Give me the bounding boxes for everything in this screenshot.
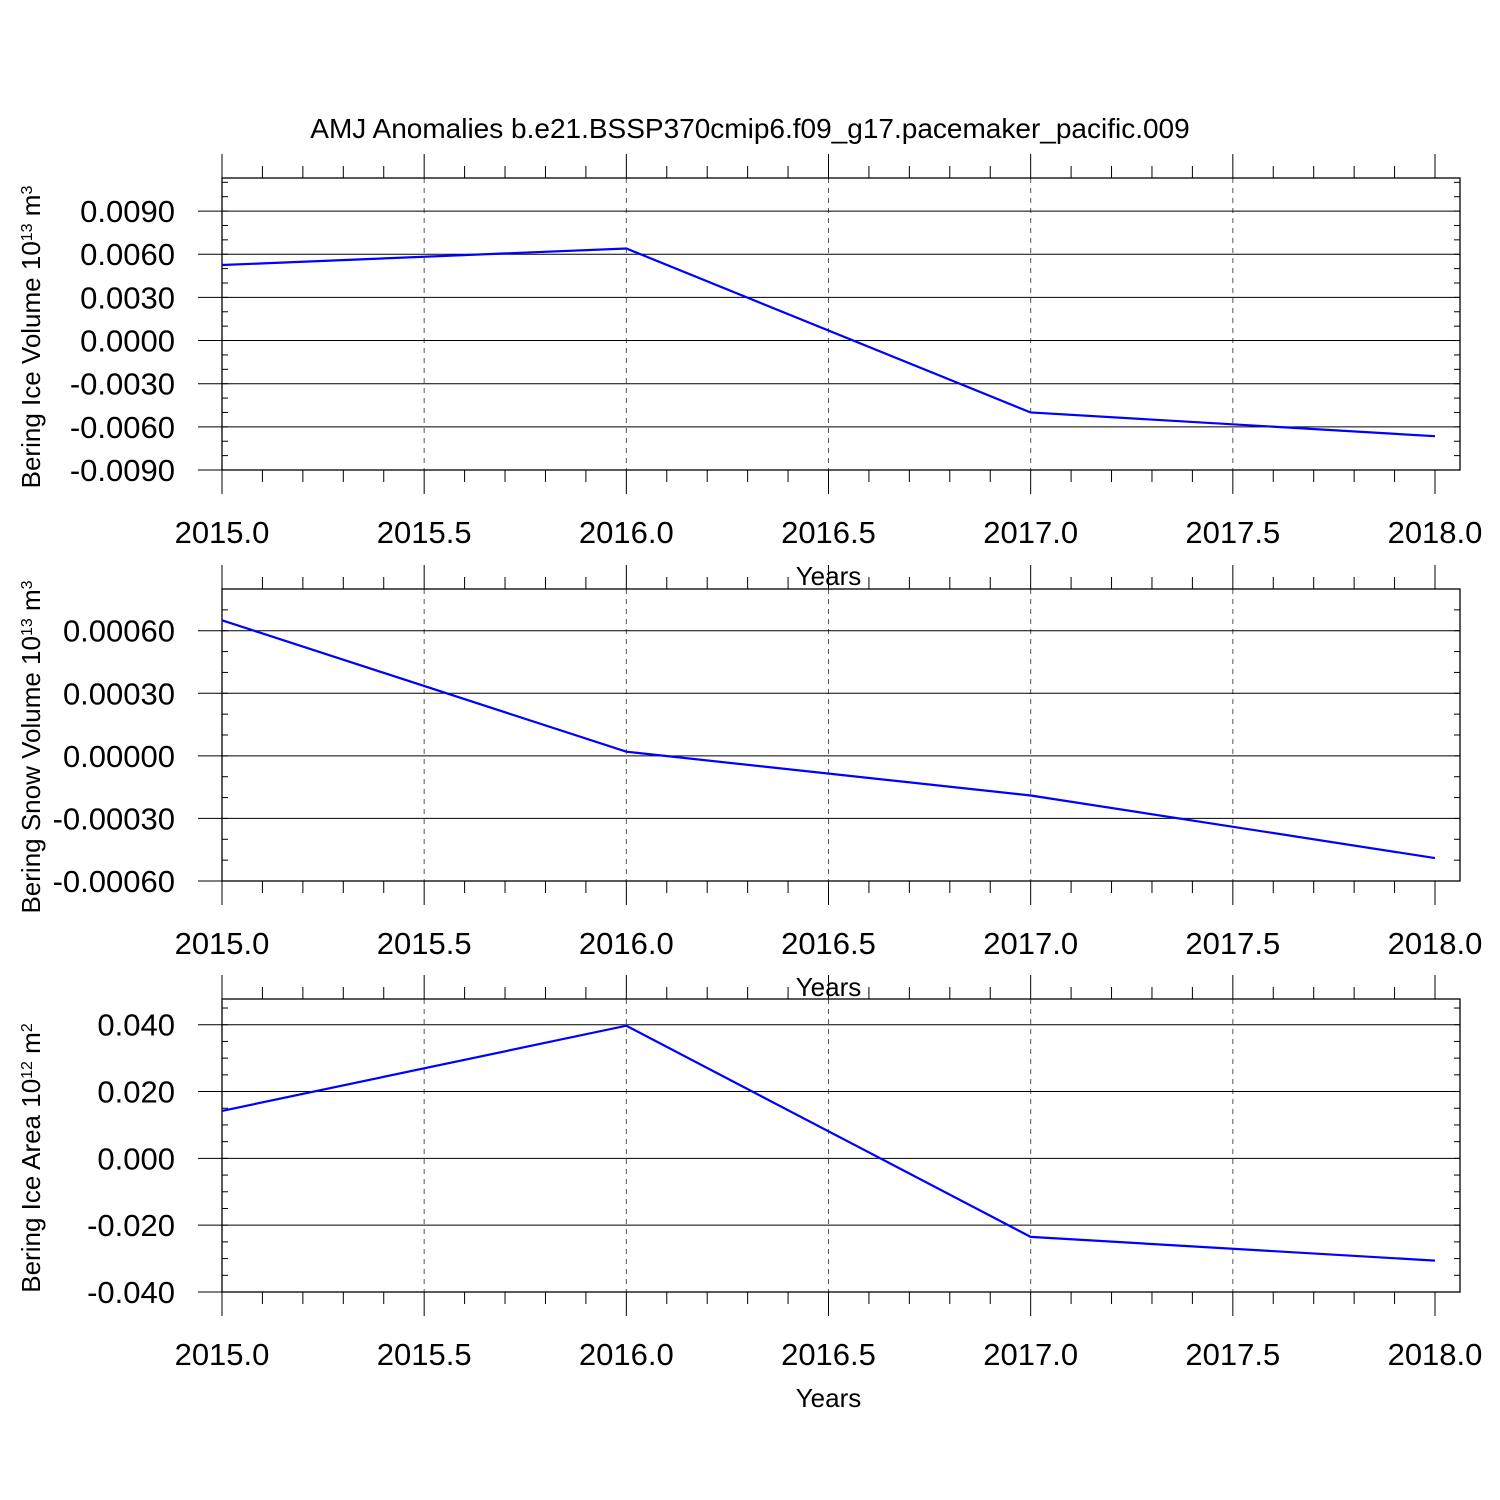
y-axis-title: Bering Ice Volume 1013 m3 (16, 186, 46, 489)
x-tick-label: 2017.5 (1185, 1337, 1280, 1372)
x-tick-label: 2017.5 (1185, 515, 1280, 550)
x-tick-label: 2017.5 (1185, 926, 1280, 961)
x-axis-title: Years (796, 1383, 862, 1413)
x-tick-label: 2015.0 (175, 926, 270, 961)
x-tick-label: 2016.0 (579, 515, 674, 550)
series-line (221, 619, 1436, 860)
y-tick-label: 0.000 (97, 1141, 175, 1176)
x-tick-label: 2015.5 (377, 1337, 472, 1372)
chart-panel-2: 0.000600.000300.00000-0.00030-0.00060201… (16, 565, 1482, 1002)
plot-frame (221, 998, 1461, 1293)
y-tick-label: 0.00030 (63, 676, 175, 711)
x-tick-label: 2017.0 (983, 1337, 1078, 1372)
x-tick-label: 2015.5 (377, 926, 472, 961)
y-tick-label: 0.020 (97, 1075, 175, 1110)
x-tick-label: 2016.0 (579, 1337, 674, 1372)
series-line (221, 247, 1436, 438)
x-tick-label: 2017.0 (983, 926, 1078, 961)
y-tick-label: -0.040 (87, 1275, 175, 1310)
plot-frame (221, 588, 1461, 882)
y-tick-label: 0.0090 (80, 194, 175, 229)
x-tick-label: 2018.0 (1388, 1337, 1483, 1372)
y-tick-label: -0.020 (87, 1208, 175, 1243)
x-tick-label: 2016.5 (781, 1337, 876, 1372)
y-tick-label: -0.0030 (70, 367, 175, 402)
y-tick-label: -0.00060 (53, 864, 175, 899)
y-tick-label: -0.0090 (70, 453, 175, 488)
x-tick-label: 2015.0 (175, 515, 270, 550)
x-tick-label: 2018.0 (1388, 515, 1483, 550)
x-tick-label: 2017.0 (983, 515, 1078, 550)
y-tick-label: -0.0060 (70, 410, 175, 445)
x-tick-label: 2018.0 (1388, 926, 1483, 961)
series-line (221, 1024, 1436, 1262)
chart-title: AMJ Anomalies b.e21.BSSP370cmip6.f09_g17… (310, 113, 1189, 144)
plot-frame (221, 177, 1461, 471)
chart-panel-1: 0.0090 0.0060 0.0030 0.0000 -0.0030 -0.0060 -0… (16, 154, 1482, 591)
x-tick-label: 2015.0 (175, 1337, 270, 1372)
y-tick-label: 0.040 (97, 1008, 175, 1043)
y-tick-label: 0.0030 (80, 280, 175, 315)
panels: 0.0090 0.0060 0.0030 0.0000 -0.0030 -0.0060 -0… (16, 154, 1482, 1413)
y-tick-label: 0.00000 (63, 739, 175, 774)
x-tick-label: 2016.0 (579, 926, 674, 961)
y-tick-label: -0.00030 (53, 801, 175, 836)
x-tick-label: 2015.5 (377, 515, 472, 550)
y-tick-label: 0.0060 (80, 237, 175, 272)
y-axis-title: Bering Ice Area 1012 m2 (16, 1023, 46, 1293)
x-tick-label: 2016.5 (781, 515, 876, 550)
y-tick-label: 0.0000 (80, 324, 175, 359)
y-axis-title: Bering Snow Volume 1013 m3 (16, 580, 46, 913)
y-tick-label: 0.00060 (63, 614, 175, 649)
x-tick-label: 2016.5 (781, 926, 876, 961)
